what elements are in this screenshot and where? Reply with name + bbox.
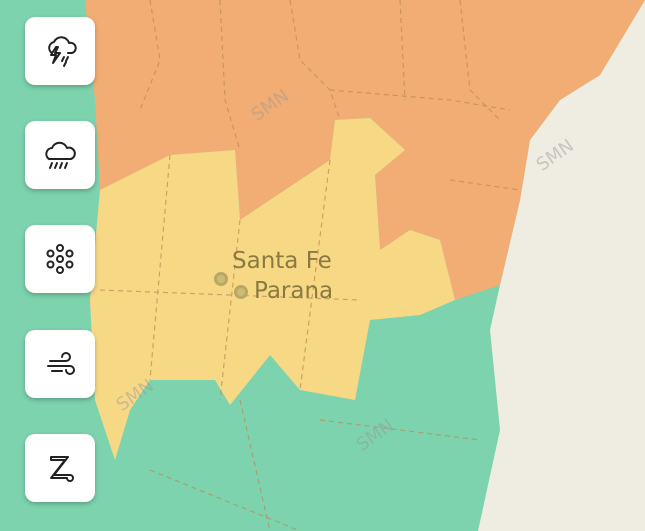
wind-button[interactable] (25, 330, 95, 398)
city-label-santa-fe: Santa Fe (232, 248, 332, 274)
city-marker-parana[interactable] (234, 285, 248, 299)
snow-icon (46, 244, 74, 274)
snow-button[interactable] (25, 225, 95, 293)
rain-icon (45, 141, 76, 169)
zonda-icon (50, 456, 74, 482)
city-marker-santa-fe[interactable] (214, 272, 228, 286)
wind-icon (47, 352, 75, 375)
thunderstorm-button[interactable] (25, 17, 95, 85)
orange-alert-region[interactable] (85, 0, 645, 300)
rain-button[interactable] (25, 121, 95, 189)
yellow-alert-region[interactable] (90, 118, 455, 460)
city-label-parana: Parana (254, 278, 334, 304)
zonda-button[interactable] (25, 434, 95, 502)
outside-region (478, 0, 645, 531)
thunderstorm-icon (48, 36, 77, 67)
